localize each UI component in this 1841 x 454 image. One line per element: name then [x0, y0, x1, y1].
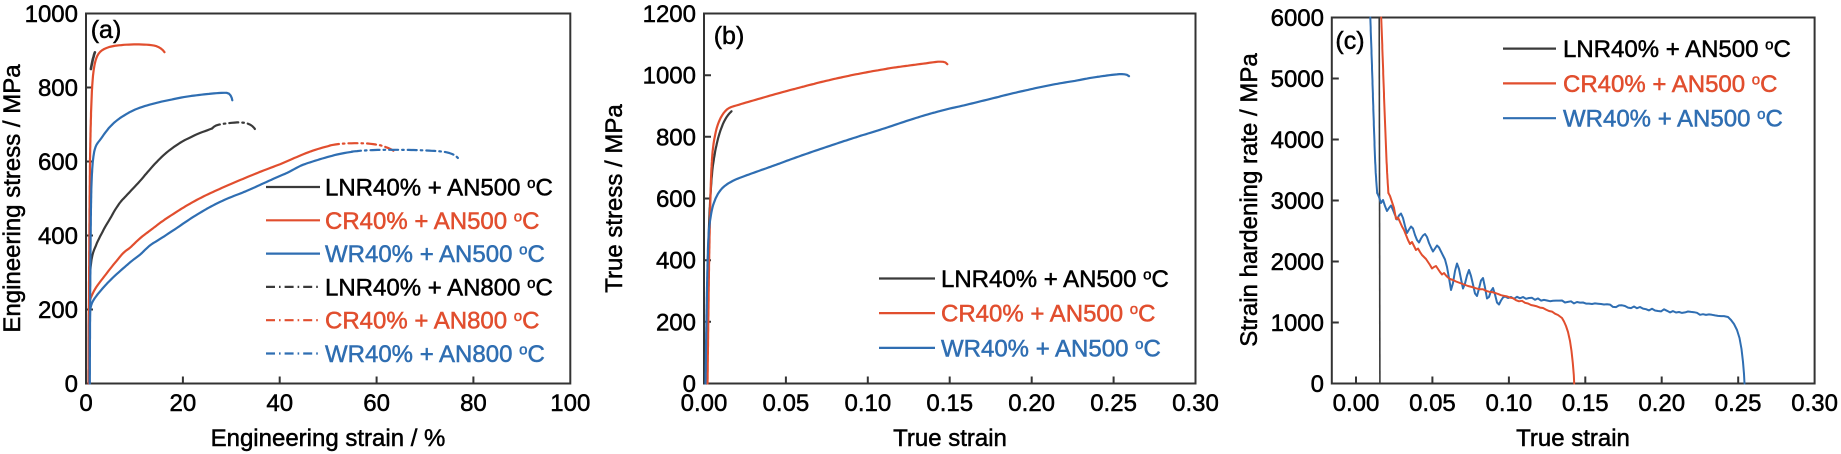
svg-text:WR40% + AN500 oC: WR40% + AN500 oC	[941, 335, 1161, 362]
svg-text:0.15: 0.15	[1562, 390, 1609, 417]
svg-text:3000: 3000	[1271, 188, 1324, 215]
svg-text:1200: 1200	[643, 1, 696, 28]
svg-text:4000: 4000	[1271, 127, 1324, 154]
svg-text:0.05: 0.05	[1409, 390, 1456, 417]
svg-text:0: 0	[65, 371, 78, 398]
svg-text:CR40% + AN500 oC: CR40% + AN500 oC	[325, 208, 539, 235]
svg-text:200: 200	[656, 309, 696, 336]
svg-text:80: 80	[460, 390, 487, 417]
svg-text:0.20: 0.20	[1638, 390, 1685, 417]
svg-text:600: 600	[656, 186, 696, 213]
svg-text:400: 400	[656, 248, 696, 275]
svg-text:2000: 2000	[1271, 249, 1324, 276]
svg-text:WR40% + AN800 oC: WR40% + AN800 oC	[325, 341, 545, 368]
svg-text:100: 100	[550, 390, 590, 417]
svg-text:True stress / MPa: True stress / MPa	[601, 104, 628, 293]
svg-text:400: 400	[38, 223, 78, 250]
svg-text:CR40% + AN500 oC: CR40% + AN500 oC	[1563, 71, 1777, 98]
svg-text:0.15: 0.15	[926, 390, 973, 417]
svg-text:800: 800	[656, 124, 696, 151]
svg-text:True strain: True strain	[1516, 425, 1630, 452]
svg-text:0.20: 0.20	[1008, 390, 1055, 417]
svg-text:800: 800	[38, 75, 78, 102]
svg-text:(a): (a)	[91, 16, 122, 44]
svg-text:(c): (c)	[1335, 27, 1364, 55]
svg-text:0: 0	[1311, 371, 1324, 398]
svg-text:600: 600	[38, 149, 78, 176]
svg-text:0.30: 0.30	[1791, 390, 1838, 417]
svg-text:0.10: 0.10	[844, 390, 891, 417]
svg-text:0.30: 0.30	[1172, 390, 1219, 417]
svg-text:0.05: 0.05	[763, 390, 810, 417]
svg-text:0: 0	[683, 371, 696, 398]
svg-text:(b): (b)	[714, 22, 745, 50]
svg-text:5000: 5000	[1271, 66, 1324, 93]
svg-text:0.25: 0.25	[1715, 390, 1762, 417]
svg-text:0.00: 0.00	[681, 390, 728, 417]
svg-text:LNR40% + AN500 oC: LNR40% + AN500 oC	[325, 175, 553, 202]
svg-text:Engineering strain / %: Engineering strain / %	[211, 425, 446, 452]
svg-text:1000: 1000	[25, 1, 78, 28]
svg-text:6000: 6000	[1271, 5, 1324, 32]
svg-text:0.10: 0.10	[1486, 390, 1533, 417]
svg-text:WR40% + AN500 oC: WR40% + AN500 oC	[325, 241, 545, 268]
svg-text:200: 200	[38, 297, 78, 324]
svg-text:60: 60	[363, 390, 390, 417]
svg-text:LNR40% + AN800 oC: LNR40% + AN800 oC	[325, 274, 553, 301]
svg-text:1000: 1000	[643, 63, 696, 90]
svg-text:20: 20	[170, 390, 197, 417]
svg-text:40: 40	[266, 390, 293, 417]
svg-text:0: 0	[79, 390, 92, 417]
svg-text:1000: 1000	[1271, 310, 1324, 337]
svg-text:LNR40% + AN500 oC: LNR40% + AN500 oC	[941, 266, 1169, 293]
svg-text:Strain hardening rate / MPa: Strain hardening rate / MPa	[1236, 53, 1263, 347]
svg-text:WR40% + AN500 oC: WR40% + AN500 oC	[1563, 106, 1783, 133]
svg-text:0.00: 0.00	[1333, 390, 1380, 417]
svg-text:LNR40% + AN500 oC: LNR40% + AN500 oC	[1563, 36, 1791, 63]
svg-text:Engineering stress / MPa: Engineering stress / MPa	[0, 64, 26, 333]
svg-text:CR40% + AN500 oC: CR40% + AN500 oC	[941, 301, 1155, 328]
svg-text:0.25: 0.25	[1090, 390, 1137, 417]
svg-text:CR40% + AN800 oC: CR40% + AN800 oC	[325, 308, 539, 335]
svg-text:True strain: True strain	[893, 425, 1007, 452]
